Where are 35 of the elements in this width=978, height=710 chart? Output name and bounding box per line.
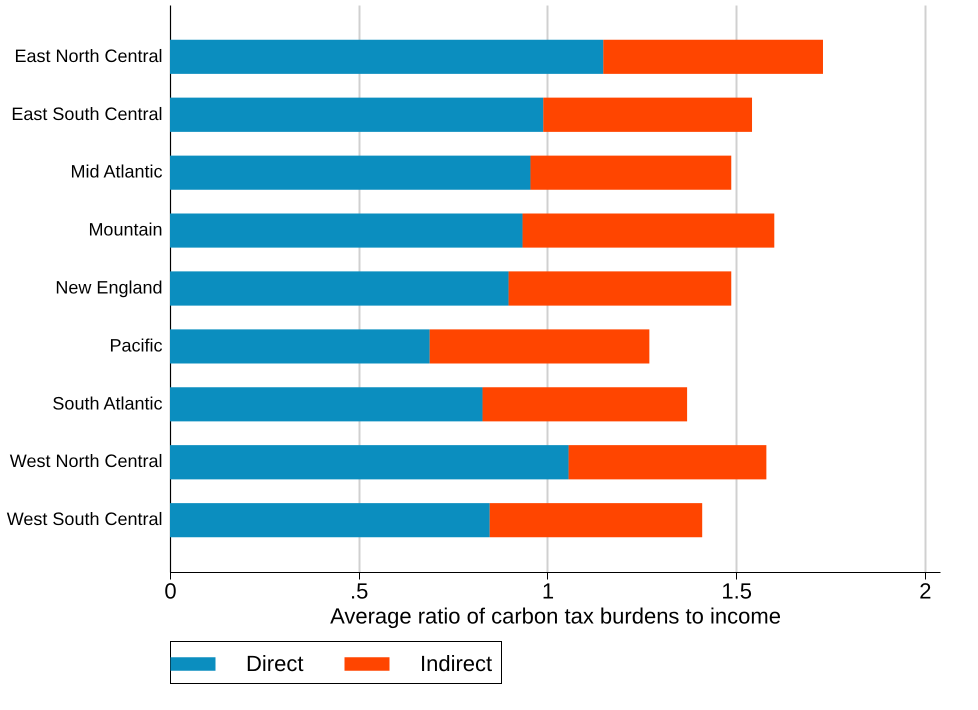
x-tick-label: 2 xyxy=(919,578,932,604)
bar xyxy=(530,156,732,190)
y-tick-label: East North Central xyxy=(14,46,162,66)
legend-label: Indirect xyxy=(420,651,492,676)
bar xyxy=(568,445,766,480)
bar xyxy=(603,40,823,74)
y-tick-label: South Atlantic xyxy=(52,393,162,414)
bar xyxy=(170,445,569,480)
bar xyxy=(508,271,732,306)
bar xyxy=(170,503,490,538)
bar xyxy=(170,214,523,248)
bar xyxy=(490,503,702,538)
bar xyxy=(170,98,544,132)
y-tick-label: Mountain xyxy=(88,220,162,240)
bar xyxy=(170,40,604,74)
y-tick-label: Mid Atlantic xyxy=(70,162,162,182)
y-tick-label: East South Central xyxy=(11,104,162,124)
y-tick-label: West North Central xyxy=(10,451,162,472)
y-tick-label: West South Central xyxy=(6,509,162,530)
bar xyxy=(170,387,483,422)
bar xyxy=(482,387,688,422)
bar xyxy=(430,329,650,364)
x-tick-label: .5 xyxy=(350,578,368,604)
bar xyxy=(170,271,509,306)
x-axis-title: Average ratio of carbon tax burdens to income xyxy=(330,604,781,628)
bar xyxy=(522,214,774,248)
x-tick-label: 0 xyxy=(164,578,177,604)
x-tick-label: 1 xyxy=(542,578,554,604)
bar xyxy=(543,98,752,132)
bar xyxy=(170,156,530,190)
y-tick-label: Pacific xyxy=(109,335,162,356)
legend-label: Direct xyxy=(246,651,304,676)
bar xyxy=(170,329,430,364)
y-tick-label: New England xyxy=(55,278,162,298)
x-tick-label: 1.5 xyxy=(721,578,752,604)
